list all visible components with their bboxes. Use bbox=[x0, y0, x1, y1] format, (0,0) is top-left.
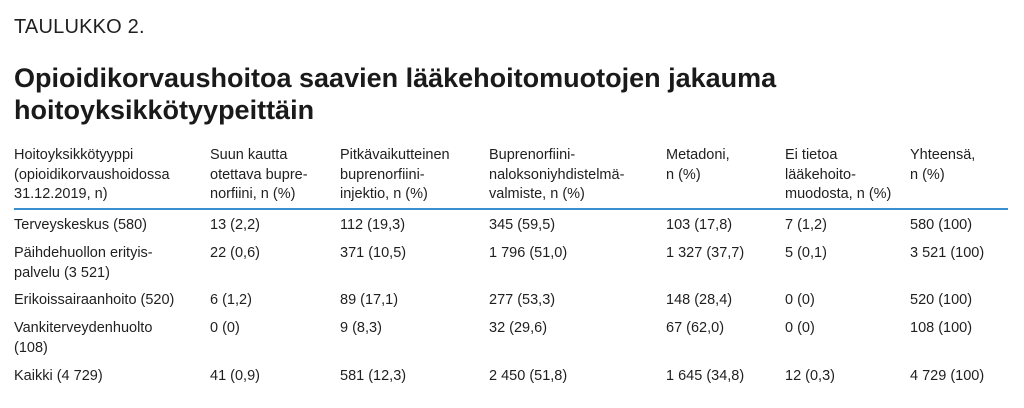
table-cell: 345 (59,5) bbox=[489, 217, 556, 233]
table-cell: 6 (1,2) bbox=[210, 292, 252, 308]
table-cell: 12 (0,3) bbox=[785, 368, 835, 384]
table-cell: 581 (12,3) bbox=[340, 368, 407, 384]
table-title: Opioidikorvaushoitoa saavien lääkehoitom… bbox=[14, 63, 777, 125]
table-cell: 520 (100) bbox=[910, 292, 973, 308]
table-cell: 5 (0,1) bbox=[785, 245, 827, 261]
table-label: TAULUKKO 2. bbox=[14, 16, 145, 38]
table-cell: Päihdehuollon erityis- palvelu (3 521) bbox=[14, 245, 153, 281]
table-cell: 41 (0,9) bbox=[210, 368, 260, 384]
table-cell: 0 (0) bbox=[785, 292, 815, 308]
table-cell: 13 (2,2) bbox=[210, 217, 260, 233]
table-cell: 1 645 (34,8) bbox=[666, 368, 745, 384]
table-cell: 67 (62,0) bbox=[666, 320, 725, 336]
table-cell: 9 (8,3) bbox=[340, 320, 382, 336]
table-cell: 89 (17,1) bbox=[340, 292, 399, 308]
column-header-injection: Pitkävaikutteinen buprenorfiini- injekti… bbox=[340, 147, 450, 202]
table-cell: 4 729 (100) bbox=[910, 368, 985, 384]
table-cell: Vankiterveydenhuolto (108) bbox=[14, 320, 153, 356]
table-cell: 371 (10,5) bbox=[340, 245, 407, 261]
table-cell: Erikoissairaanhoito (520) bbox=[14, 292, 175, 308]
table-cell: 0 (0) bbox=[785, 320, 815, 336]
table-cell: 22 (0,6) bbox=[210, 245, 260, 261]
column-header-bup-naloxone: Buprenorfiini- naloksoniyhdistelmä- valm… bbox=[489, 147, 625, 202]
table-cell: 580 (100) bbox=[910, 217, 973, 233]
table-cell: Kaikki (4 729) bbox=[14, 368, 103, 384]
table-cell: 3 521 (100) bbox=[910, 245, 985, 261]
table-cell: 277 (53,3) bbox=[489, 292, 556, 308]
table-cell: 112 (19,3) bbox=[340, 217, 406, 233]
table-cell: Terveyskeskus (580) bbox=[14, 217, 147, 233]
table-cell: 1 327 (37,7) bbox=[666, 245, 745, 261]
table-cell: 108 (100) bbox=[910, 320, 973, 336]
table-cell: 1 796 (51,0) bbox=[489, 245, 568, 261]
column-header-unit-type: Hoitoyksikkötyyppi (opioidikorvaushoidos… bbox=[14, 147, 170, 202]
column-header-oral-bup: Suun kautta otettava bupre- norfiini, n … bbox=[210, 147, 308, 202]
table-cell: 32 (29,6) bbox=[489, 320, 548, 336]
table-cell: 7 (1,2) bbox=[785, 217, 827, 233]
header-divider bbox=[14, 208, 1008, 210]
column-header-no-info: Ei tietoa lääkehoito- muodosta, n (%) bbox=[785, 147, 892, 202]
table-cell: 0 (0) bbox=[210, 320, 240, 336]
table-cell: 148 (28,4) bbox=[666, 292, 733, 308]
table-cell: 103 (17,8) bbox=[666, 217, 733, 233]
column-header-total: Yhteensä, n (%) bbox=[910, 147, 976, 183]
table-cell: 2 450 (51,8) bbox=[489, 368, 568, 384]
column-header-methadone: Metadoni, n (%) bbox=[666, 147, 730, 183]
